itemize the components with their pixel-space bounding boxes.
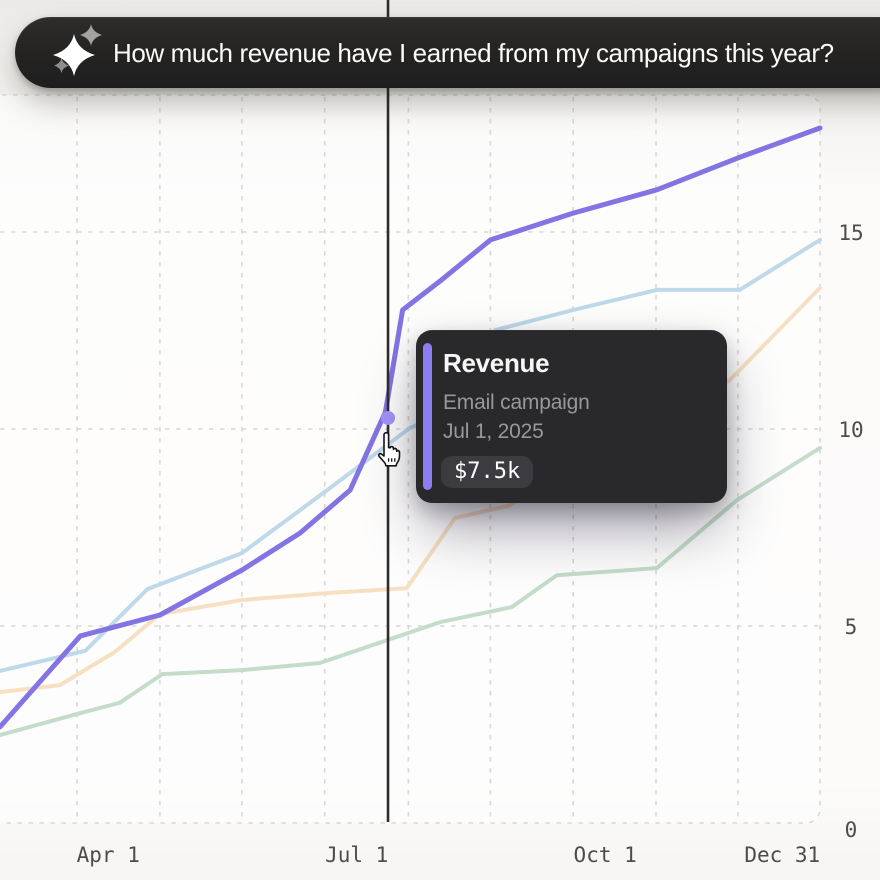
tooltip-accent-bar <box>423 343 432 490</box>
sparkle-main-icon <box>53 34 95 76</box>
series-line-campaign-green <box>0 445 822 738</box>
prompt-question: How much revenue have I earned from my c… <box>113 38 834 68</box>
sparkle-icon <box>52 24 108 82</box>
sparkle-small-top-icon <box>80 24 102 46</box>
sparkle-small-bottom-icon <box>54 58 69 73</box>
plot-border <box>0 94 821 824</box>
plot-background <box>0 95 820 823</box>
hover-dot <box>381 410 396 425</box>
tooltip-title: Revenue <box>443 348 550 378</box>
tooltip-campaign: Email campaign <box>443 391 590 414</box>
tooltip-value-badge: $7.5k <box>441 456 534 488</box>
ai-prompt-bar[interactable]: How much revenue have I earned from my c… <box>15 17 880 88</box>
chart-tooltip: Revenue Email campaign Jul 1, 2025 $7.5k <box>416 330 727 503</box>
series-line-email-campaign <box>0 125 823 730</box>
tooltip-date: Jul 1, 2025 <box>443 420 544 443</box>
